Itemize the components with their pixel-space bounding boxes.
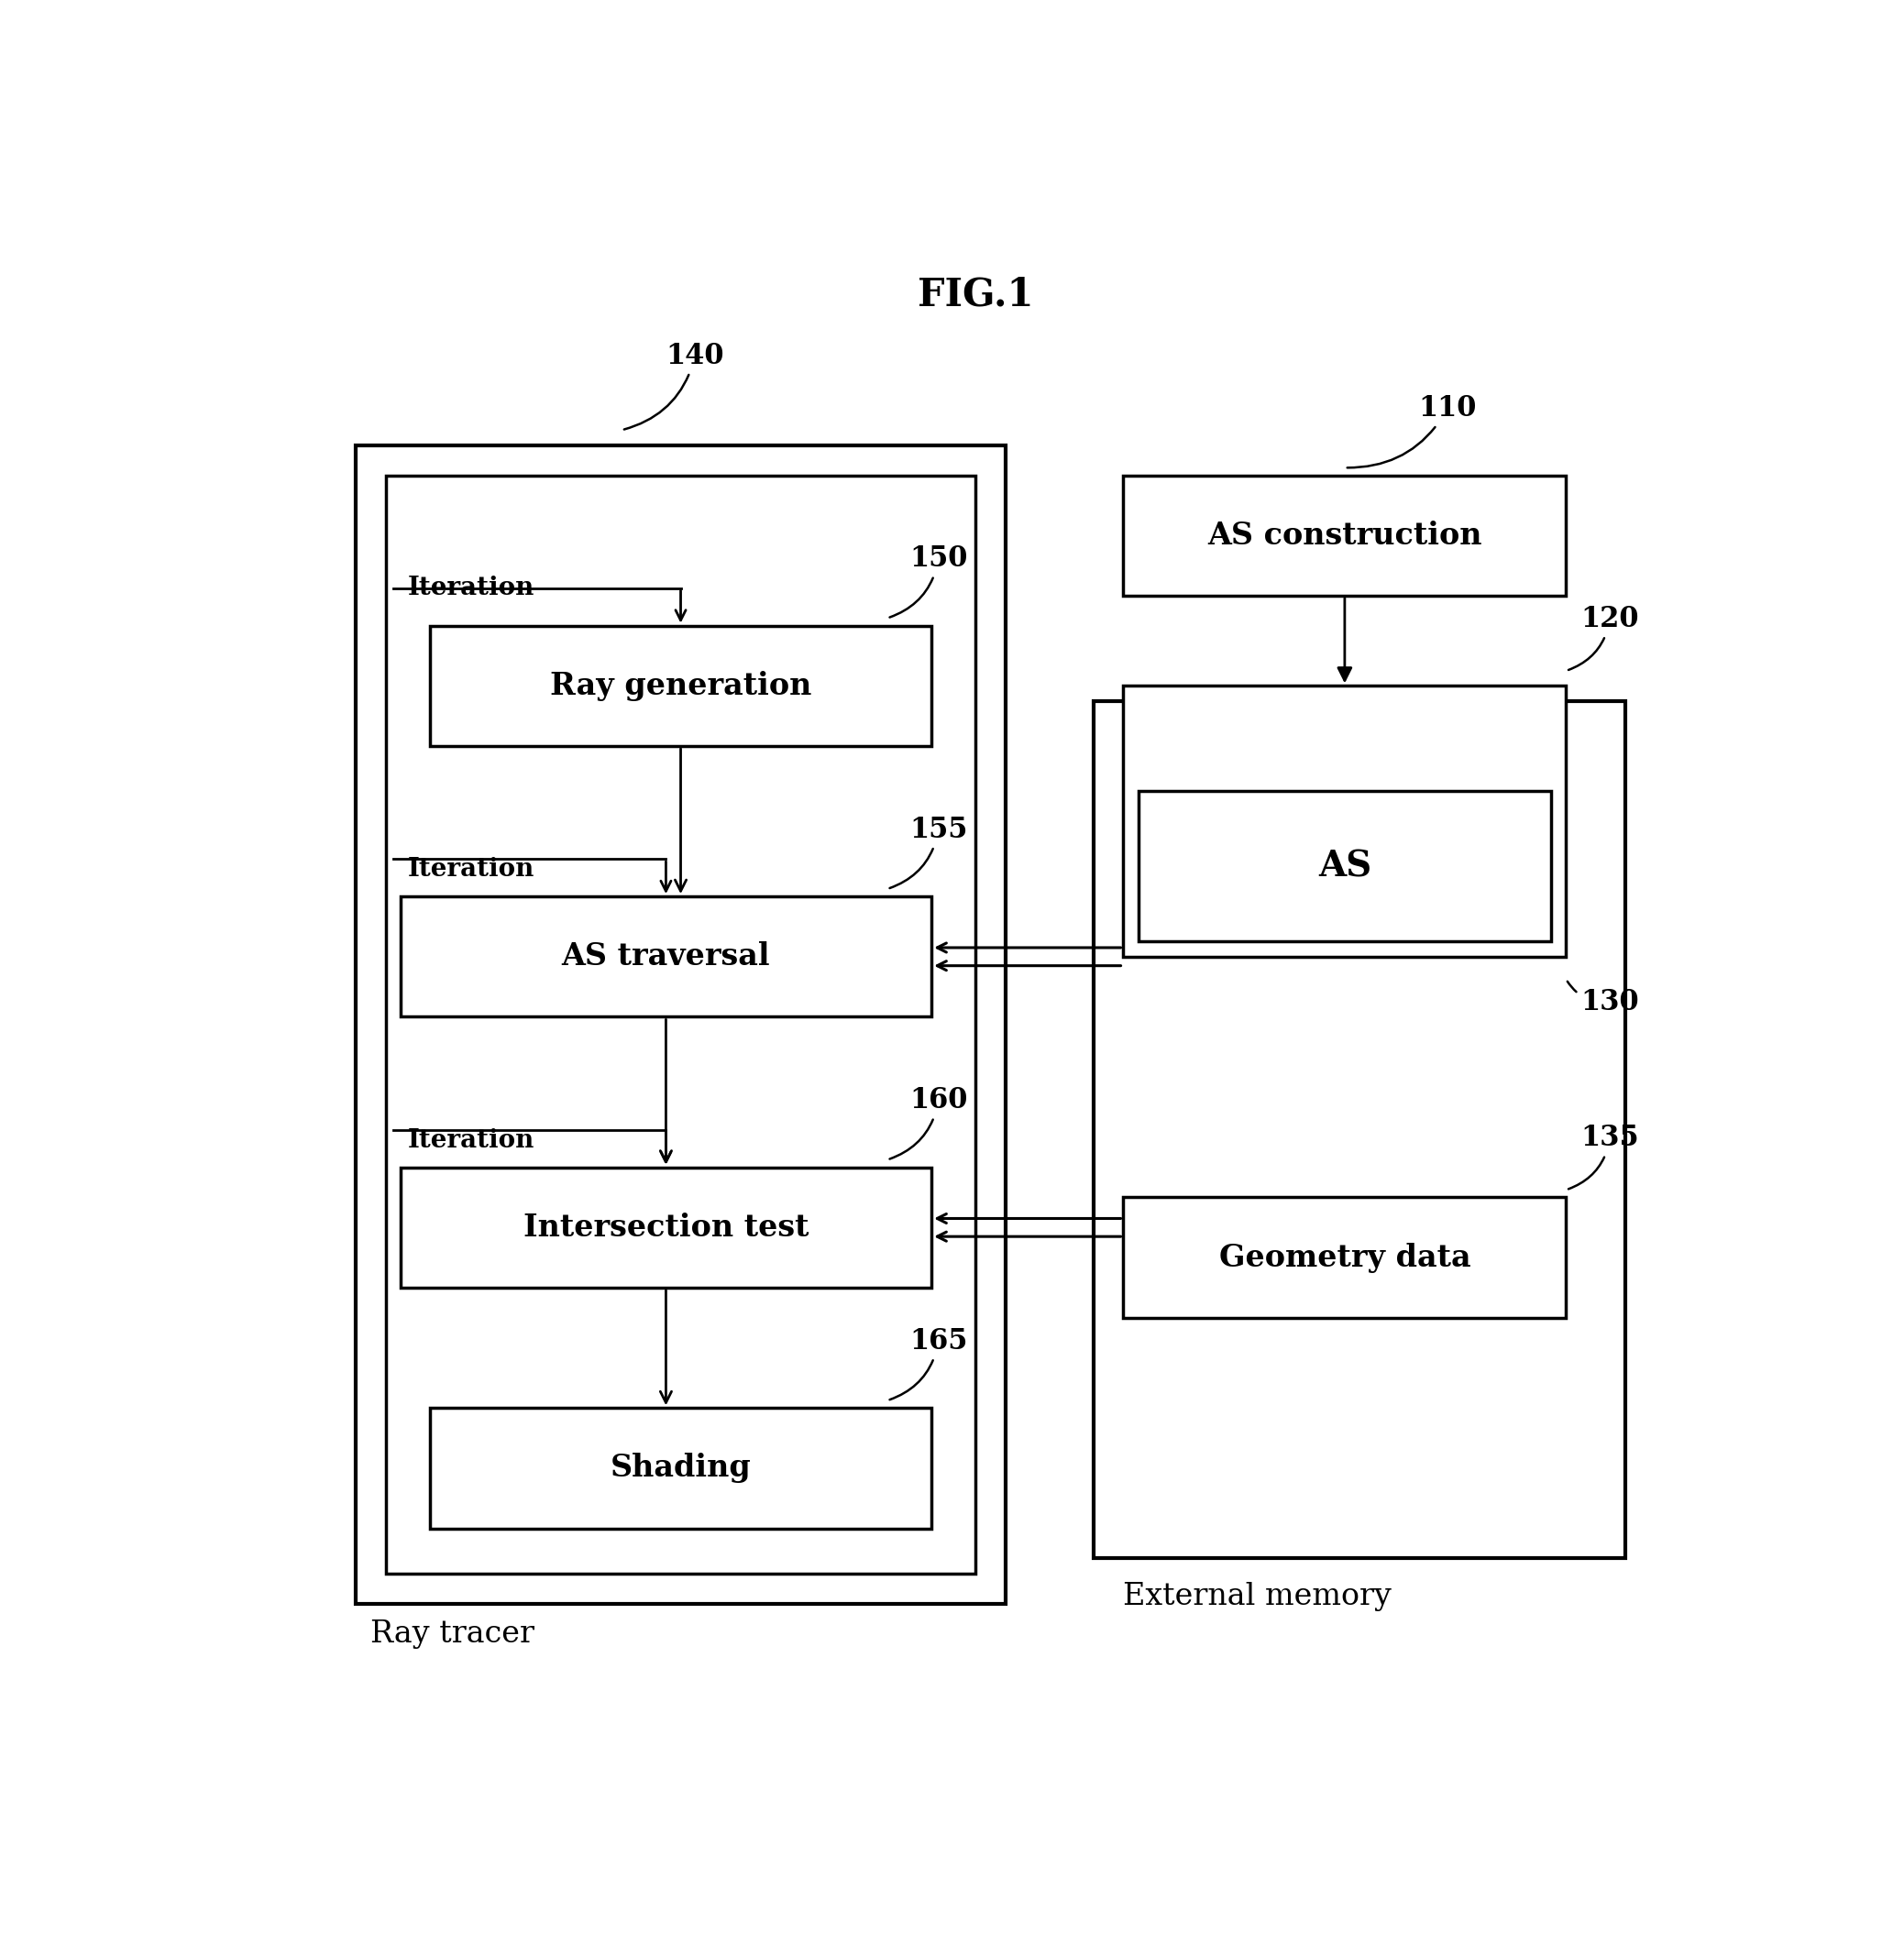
Text: AS traversal: AS traversal [562,942,771,971]
Text: 165: 165 [889,1327,967,1399]
Text: 150: 150 [889,545,967,617]
Bar [1093,701,1624,1559]
Bar [400,897,931,1016]
Text: 135: 135 [1569,1124,1639,1190]
Text: Ray generation: Ray generation [550,670,811,701]
Text: FIG.1: FIG.1 [918,276,1034,315]
Text: Iteration: Iteration [407,858,535,881]
Bar [356,446,1005,1604]
Bar [1123,475,1565,596]
Text: Shading: Shading [609,1454,752,1483]
Text: Iteration: Iteration [407,576,535,600]
Text: AS construction: AS construction [1207,520,1481,551]
Text: Intersection test: Intersection test [524,1211,809,1243]
Text: AS: AS [1318,848,1371,883]
Text: Geometry data: Geometry data [1219,1243,1470,1272]
Bar [385,475,977,1573]
Text: 110: 110 [1348,395,1478,467]
Text: 120: 120 [1569,606,1639,670]
Bar [1139,791,1552,942]
Bar [400,1167,931,1288]
Text: Ray tracer: Ray tracer [371,1620,535,1649]
Text: 160: 160 [889,1086,967,1159]
Bar [1123,1198,1565,1317]
Bar [430,625,931,746]
Text: External memory: External memory [1123,1581,1392,1610]
Text: Iteration: Iteration [407,1127,535,1153]
Bar [1123,686,1565,957]
Text: 140: 140 [625,342,724,430]
Text: 155: 155 [889,815,967,889]
Bar [430,1409,931,1528]
Text: 130: 130 [1567,981,1639,1016]
